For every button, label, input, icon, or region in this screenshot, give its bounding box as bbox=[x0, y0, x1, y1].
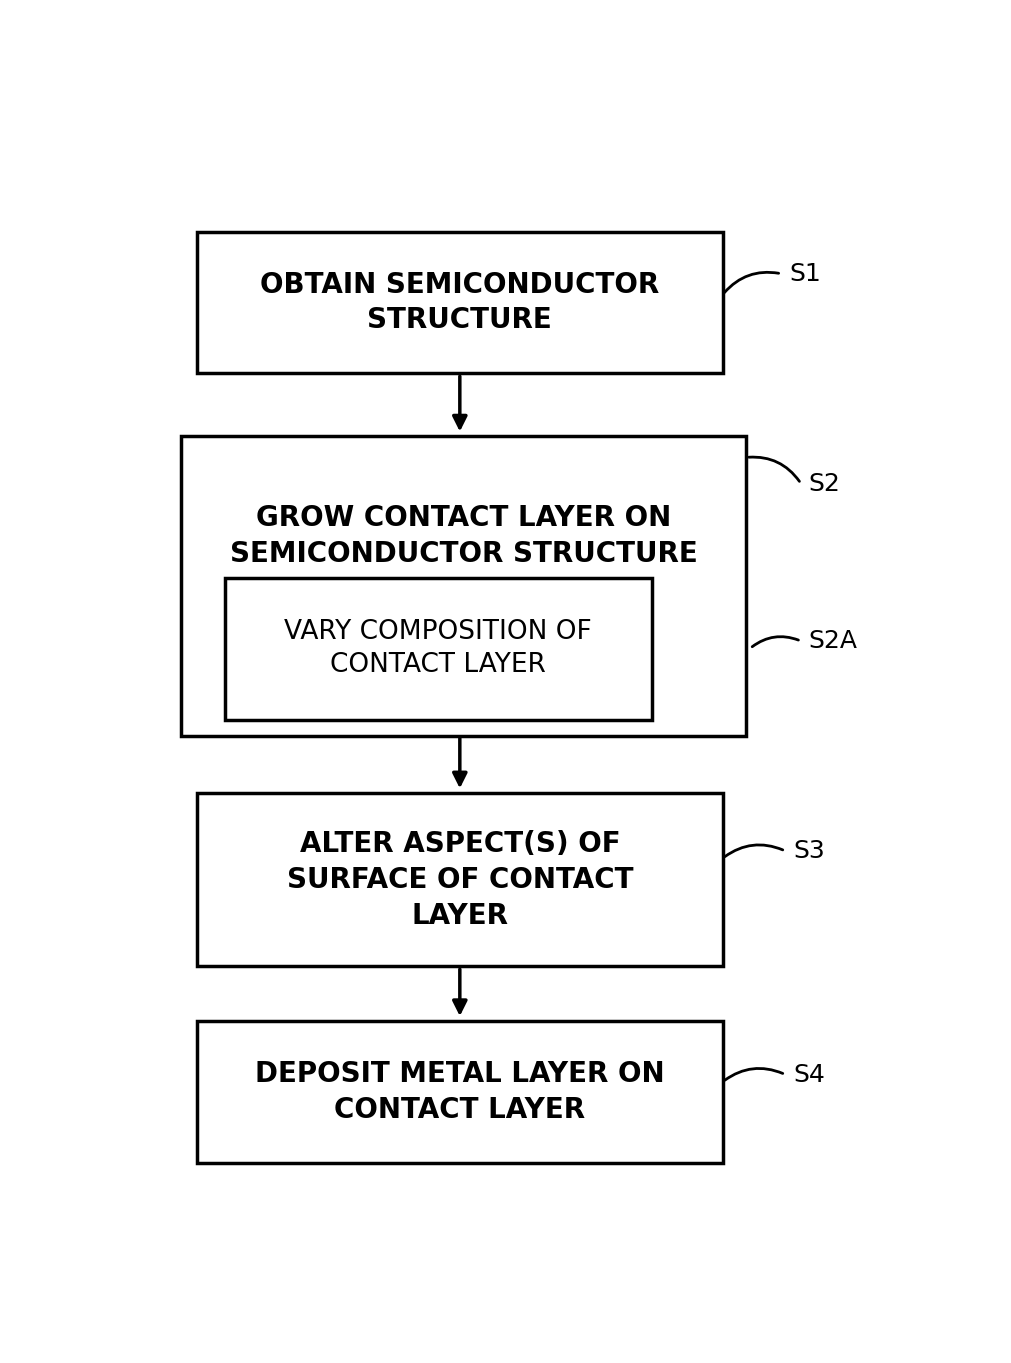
Text: S2A: S2A bbox=[808, 630, 857, 653]
Text: S3: S3 bbox=[793, 840, 824, 863]
Text: ALTER ASPECT(S) OF
SURFACE OF CONTACT
LAYER: ALTER ASPECT(S) OF SURFACE OF CONTACT LA… bbox=[286, 830, 633, 930]
Text: S1: S1 bbox=[789, 262, 820, 286]
Bar bbox=[197, 232, 722, 373]
Text: S2: S2 bbox=[808, 472, 840, 496]
Bar bbox=[224, 578, 651, 720]
Bar bbox=[181, 436, 745, 736]
Bar bbox=[197, 1021, 722, 1163]
Text: VARY COMPOSITION OF
CONTACT LAYER: VARY COMPOSITION OF CONTACT LAYER bbox=[284, 619, 591, 679]
Text: DEPOSIT METAL LAYER ON
CONTACT LAYER: DEPOSIT METAL LAYER ON CONTACT LAYER bbox=[255, 1060, 664, 1123]
Bar bbox=[197, 793, 722, 966]
Text: OBTAIN SEMICONDUCTOR
STRUCTURE: OBTAIN SEMICONDUCTOR STRUCTURE bbox=[260, 271, 659, 334]
Text: GROW CONTACT LAYER ON
SEMICONDUCTOR STRUCTURE: GROW CONTACT LAYER ON SEMICONDUCTOR STRU… bbox=[229, 504, 697, 568]
Text: S4: S4 bbox=[793, 1063, 824, 1086]
